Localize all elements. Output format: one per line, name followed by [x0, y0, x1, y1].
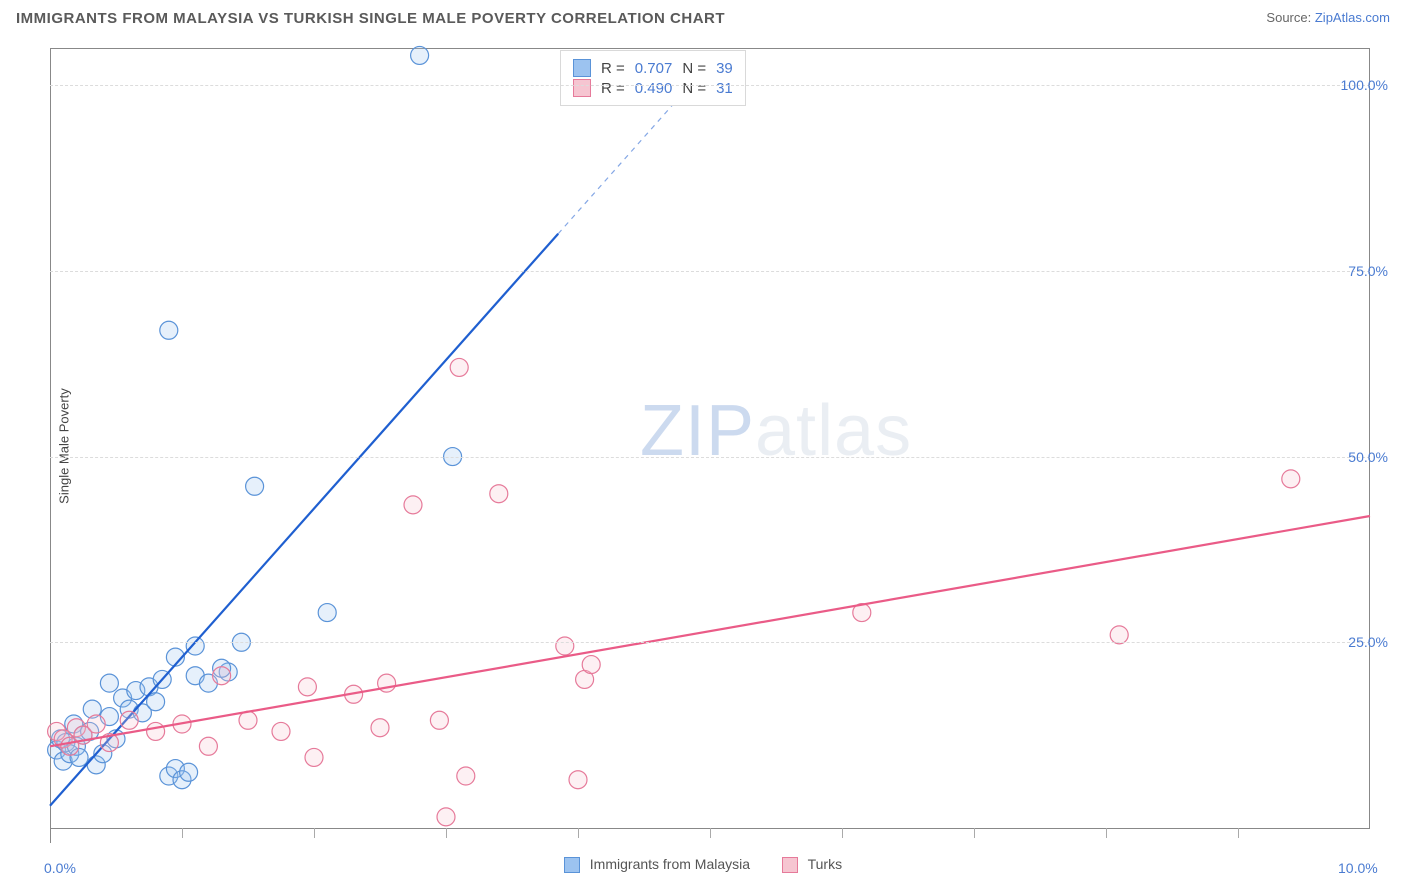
correlation-legend: R = 0.707 N = 39 R = 0.490 N = 31 — [560, 50, 746, 106]
data-point — [490, 485, 508, 503]
data-point — [213, 667, 231, 685]
data-point — [298, 678, 316, 696]
legend-row-1: R = 0.707 N = 39 — [573, 59, 733, 77]
legend-item-turks: Turks — [782, 856, 842, 872]
x-tick — [974, 828, 975, 838]
data-point — [1110, 626, 1128, 644]
data-point — [246, 477, 264, 495]
y-tick-label: 75.0% — [1348, 263, 1388, 279]
r-label-2: R = — [601, 80, 625, 97]
r-label-1: R = — [601, 60, 625, 77]
data-point — [180, 763, 198, 781]
data-point — [371, 719, 389, 737]
legend-bottom-swatch-malaysia — [564, 857, 580, 873]
y-tick-label: 100.0% — [1341, 77, 1388, 93]
x-tick — [1106, 828, 1107, 838]
data-point — [430, 711, 448, 729]
source-attribution: Source: ZipAtlas.com — [1266, 10, 1390, 25]
n-label-2: N = — [682, 80, 706, 97]
data-point — [199, 737, 217, 755]
legend-label-turks: Turks — [808, 856, 842, 872]
x-tick — [314, 828, 315, 838]
legend-item-malaysia: Immigrants from Malaysia — [564, 856, 754, 872]
data-point — [556, 637, 574, 655]
series-legend: Immigrants from Malaysia Turks — [0, 856, 1406, 873]
data-point — [437, 808, 455, 826]
data-point — [239, 711, 257, 729]
trend-line — [50, 516, 1370, 746]
scatter-svg — [50, 48, 1370, 828]
source-label: Source: — [1266, 10, 1311, 25]
y-tick-label: 25.0% — [1348, 634, 1388, 650]
chart-header: IMMIGRANTS FROM MALAYSIA VS TURKISH SING… — [0, 0, 1406, 40]
legend-swatch-turks — [573, 79, 591, 97]
x-tick — [710, 828, 711, 838]
x-tick — [182, 828, 183, 838]
legend-swatch-malaysia — [573, 59, 591, 77]
x-tick — [446, 828, 447, 838]
data-point — [147, 722, 165, 740]
data-point — [457, 767, 475, 785]
r-value-1: 0.707 — [635, 60, 673, 77]
data-point — [100, 674, 118, 692]
chart-title: IMMIGRANTS FROM MALAYSIA VS TURKISH SING… — [16, 10, 725, 27]
r-value-2: 0.490 — [635, 80, 673, 97]
data-point — [305, 748, 323, 766]
x-tick — [842, 828, 843, 838]
legend-label-malaysia: Immigrants from Malaysia — [590, 856, 750, 872]
data-point — [1282, 470, 1300, 488]
n-label-1: N = — [682, 60, 706, 77]
n-value-1: 39 — [716, 60, 733, 77]
gridline — [50, 85, 1370, 86]
x-tick — [578, 828, 579, 838]
gridline — [50, 642, 1370, 643]
data-point — [120, 711, 138, 729]
x-axis-max-label: 10.0% — [1338, 860, 1378, 876]
x-tick — [1238, 828, 1239, 838]
x-axis-min-label: 0.0% — [44, 860, 76, 876]
data-point — [404, 496, 422, 514]
legend-bottom-swatch-turks — [782, 857, 798, 873]
data-point — [450, 358, 468, 376]
data-point — [87, 715, 105, 733]
data-point — [318, 604, 336, 622]
gridline — [50, 271, 1370, 272]
data-point — [186, 637, 204, 655]
data-point — [272, 722, 290, 740]
data-point — [569, 771, 587, 789]
data-point — [582, 656, 600, 674]
data-point — [160, 321, 178, 339]
n-value-2: 31 — [716, 80, 733, 97]
source-value: ZipAtlas.com — [1315, 10, 1390, 25]
y-tick-label: 50.0% — [1348, 449, 1388, 465]
gridline — [50, 457, 1370, 458]
legend-row-2: R = 0.490 N = 31 — [573, 79, 733, 97]
data-point — [411, 46, 429, 64]
